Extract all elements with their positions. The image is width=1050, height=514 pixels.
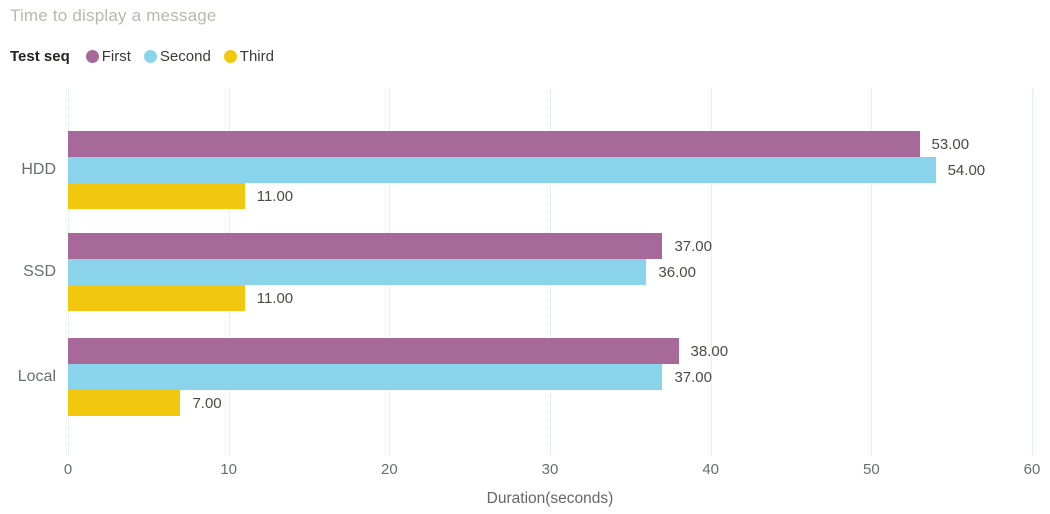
x-tick-label-30: 30 <box>541 461 559 478</box>
x-axis: 0 10 20 30 40 50 60 <box>64 461 1041 479</box>
legend-item-first[interactable]: First <box>85 48 131 65</box>
x-tick-label-50: 50 <box>862 461 880 478</box>
gridline-60 <box>1032 88 1033 455</box>
bar-second-local[interactable] <box>68 364 663 390</box>
legend-item-label: Second <box>159 48 211 65</box>
legend: Test seq First Second Third <box>10 48 287 65</box>
bar-group-hdd: 53.00 54.00 11.00 <box>68 131 1032 209</box>
data-label: 11.00 <box>256 289 294 307</box>
data-label: 38.00 <box>690 342 729 360</box>
legend-color-dot-icon <box>143 50 157 63</box>
bar-row-second-ssd: 36.00 <box>68 259 1032 285</box>
legend-color-dot-icon <box>85 50 99 63</box>
data-label: 37.00 <box>674 368 712 386</box>
legend-item-third[interactable]: Third <box>223 48 274 65</box>
x-tick-label-10: 10 <box>220 461 237 478</box>
bar-first-hdd[interactable] <box>68 131 920 157</box>
x-tick-label-20: 20 <box>380 461 398 478</box>
bar-row-first-local: 38.00 <box>68 338 1032 364</box>
bar-row-first-hdd: 53.00 <box>68 131 1032 157</box>
legend-item-label: Third <box>239 48 274 65</box>
chart-title: Time to display a message <box>10 6 217 25</box>
plot-area: 53.00 54.00 11.00 HDD 37.00 36.00 11.00 SSD 38.0… <box>18 88 1033 455</box>
x-tick-label-0: 0 <box>63 461 73 478</box>
bar-row-second-local: 37.00 <box>68 364 1032 390</box>
data-label: 54.00 <box>947 161 986 179</box>
category-label-local: Local <box>17 368 56 385</box>
bar-first-ssd[interactable] <box>68 233 663 259</box>
legend-color-dot-icon <box>223 50 237 63</box>
bar-second-ssd[interactable] <box>68 259 647 285</box>
bar-row-first-ssd: 37.00 <box>68 233 1032 259</box>
legend-item-second[interactable]: Second <box>143 48 211 65</box>
bar-row-third-hdd: 11.00 <box>68 183 1032 209</box>
bar-row-third-ssd: 11.00 <box>68 285 1032 311</box>
data-label: 53.00 <box>931 135 970 153</box>
bar-group-local: 38.00 37.00 7.00 <box>68 338 1032 416</box>
bar-third-hdd[interactable] <box>68 183 245 209</box>
data-label: 37.00 <box>674 237 712 255</box>
legend-item-label: First <box>101 48 131 65</box>
x-axis-title: Duration(seconds) <box>486 490 614 507</box>
x-tick-label-40: 40 <box>702 461 719 478</box>
bar-group-ssd: 37.00 36.00 11.00 <box>68 233 1032 311</box>
data-label: 36.00 <box>658 263 696 281</box>
data-label: 7.00 <box>192 394 222 412</box>
bar-third-local[interactable] <box>68 390 181 416</box>
legend-title: Test seq <box>10 48 70 65</box>
bar-row-third-local: 7.00 <box>68 390 1032 416</box>
data-label: 11.00 <box>256 187 294 205</box>
bar-row-second-hdd: 54.00 <box>68 157 1032 183</box>
bar-second-hdd[interactable] <box>68 157 936 183</box>
bar-first-local[interactable] <box>68 338 679 364</box>
category-label-ssd: SSD <box>23 263 56 280</box>
gridline-40 <box>710 88 712 455</box>
gridline-50 <box>871 88 873 455</box>
bar-third-ssd[interactable] <box>68 285 245 311</box>
category-label-hdd: HDD <box>21 161 56 178</box>
x-tick-label-60: 60 <box>1023 461 1041 478</box>
